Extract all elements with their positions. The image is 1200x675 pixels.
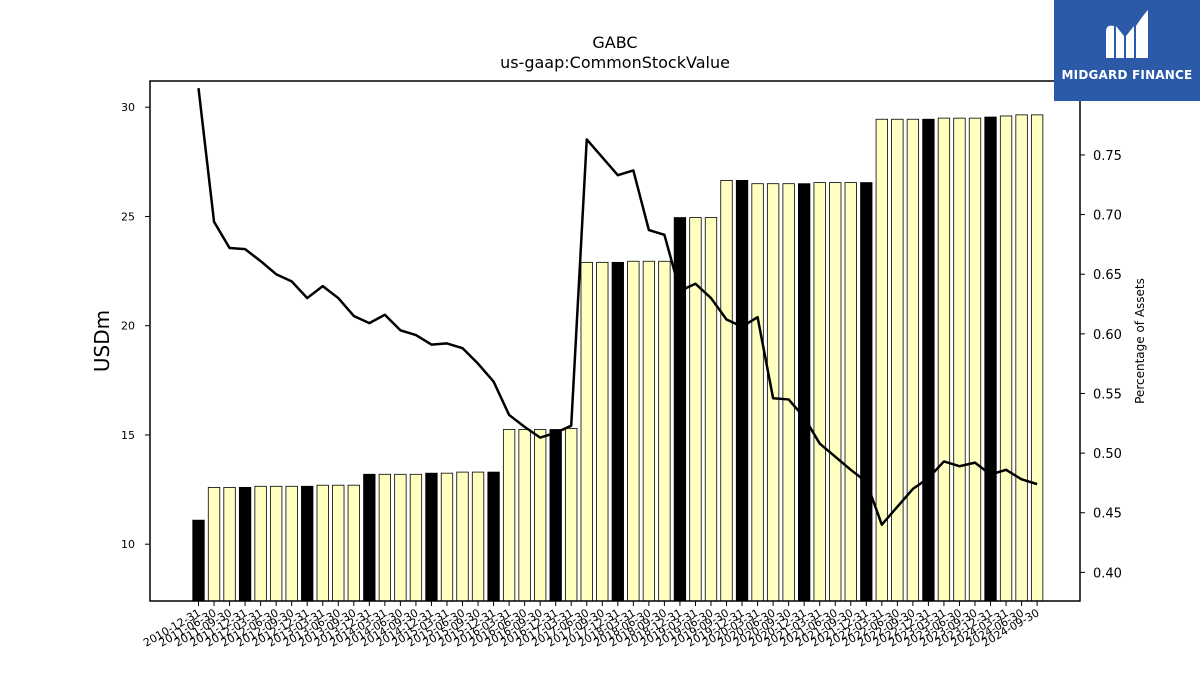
bar-2013-12-31 (363, 473, 376, 602)
bar-2020-09-30 (782, 183, 795, 602)
bar-2016-03-31 (502, 429, 516, 602)
bar-2015-12-31 (487, 471, 500, 602)
bar-2013-06-30 (332, 484, 345, 602)
y-tick-label: 10 (121, 538, 135, 551)
y2-tick-label: 0.75 (1093, 149, 1122, 164)
bar-2024-09-30 (1030, 114, 1044, 602)
bar-2011-09-30 (223, 486, 236, 602)
bars-group (192, 114, 1044, 602)
bar-2020-03-31 (751, 183, 764, 602)
chart-title: GABC (592, 33, 637, 52)
bar-2024-06-30 (1015, 114, 1028, 602)
bar-2013-09-30 (347, 484, 360, 602)
bar-2021-12-31 (860, 182, 873, 602)
brand-name: MIDGARD FINANCE (1061, 68, 1193, 82)
bar-2017-12-31 (611, 261, 624, 602)
bar-2012-09-30 (285, 485, 298, 602)
chart-subtitle: us-gaap:CommonStockValue (500, 53, 730, 72)
bar-2021-06-30 (829, 182, 842, 602)
bar-2011-12-31 (238, 486, 252, 602)
bar-2022-09-30 (906, 118, 920, 602)
bar-2014-03-31 (378, 473, 392, 602)
bar-2018-03-31 (627, 260, 640, 602)
bar-2019-06-30 (704, 217, 718, 602)
y-axis-label: USDm (90, 310, 114, 372)
bar-2018-06-30 (642, 260, 656, 602)
bar-2019-09-30 (720, 180, 733, 602)
bar-2014-12-31 (425, 472, 438, 602)
bar-2019-03-31 (689, 217, 702, 602)
y2-tick-label: 0.45 (1093, 507, 1122, 522)
bar-2022-06-30 (891, 118, 904, 602)
bar-2024-03-31 (999, 115, 1013, 602)
percentage-of-assets-line (197, 88, 1038, 526)
bar-2014-06-30 (394, 473, 407, 602)
y2-tick-label: 0.60 (1093, 328, 1122, 343)
bar-2012-06-30 (269, 485, 283, 602)
bar-2023-12-31 (984, 116, 997, 602)
bar-2017-09-30 (596, 261, 609, 602)
bar-2015-06-30 (456, 471, 469, 602)
line-group (197, 88, 1038, 526)
y2-tick-label: 0.50 (1093, 447, 1122, 462)
plot-frame (149, 80, 1081, 602)
bar-2010-12-31 (192, 519, 205, 602)
y2-axis-label: Percentage of Assets (1133, 278, 1147, 404)
bar-2015-03-31 (440, 472, 454, 602)
y-tick-label: 20 (121, 320, 135, 333)
y-tick-label: 25 (121, 210, 135, 223)
y2-tick-label: 0.70 (1093, 209, 1122, 224)
brand-logo: MIDGARD FINANCE (1054, 0, 1200, 101)
bar-2017-03-31 (565, 427, 578, 602)
y-tick-label: 30 (121, 101, 135, 114)
bar-2022-03-31 (875, 118, 888, 602)
bar-2013-03-31 (316, 484, 329, 602)
bar-2021-09-30 (844, 182, 857, 602)
y-tick-label: 15 (121, 429, 135, 442)
bar-2018-09-30 (658, 260, 671, 602)
bar-2015-09-30 (471, 471, 485, 602)
bar-2023-09-30 (968, 117, 982, 602)
axes-group: 10 15 20 25 30 0.40 0.45 0.50 0.55 0.60 0.65 0.70 0.… (121, 80, 1122, 650)
y2-tick-label: 0.65 (1093, 268, 1122, 283)
bar-2022-12-31 (922, 118, 935, 602)
bar-2016-12-31 (549, 429, 562, 602)
bar-2014-09-30 (409, 473, 423, 602)
bar-2019-12-31 (735, 180, 749, 602)
bar-2017-06-30 (580, 261, 593, 602)
bar-2023-06-30 (953, 117, 966, 602)
bar-2016-06-30 (518, 429, 531, 602)
bar-2023-03-31 (937, 117, 951, 602)
y2-tick-label: 0.40 (1093, 566, 1122, 581)
bar-2011-06-30 (207, 486, 221, 602)
midgard-m-logo-icon (1106, 10, 1148, 59)
bar-2020-12-31 (798, 183, 811, 602)
bar-2012-12-31 (301, 485, 314, 602)
bar-2021-03-31 (813, 182, 826, 602)
y2-tick-label: 0.55 (1093, 387, 1122, 402)
bar-2012-03-31 (254, 485, 267, 602)
bar-2016-09-30 (534, 429, 547, 602)
